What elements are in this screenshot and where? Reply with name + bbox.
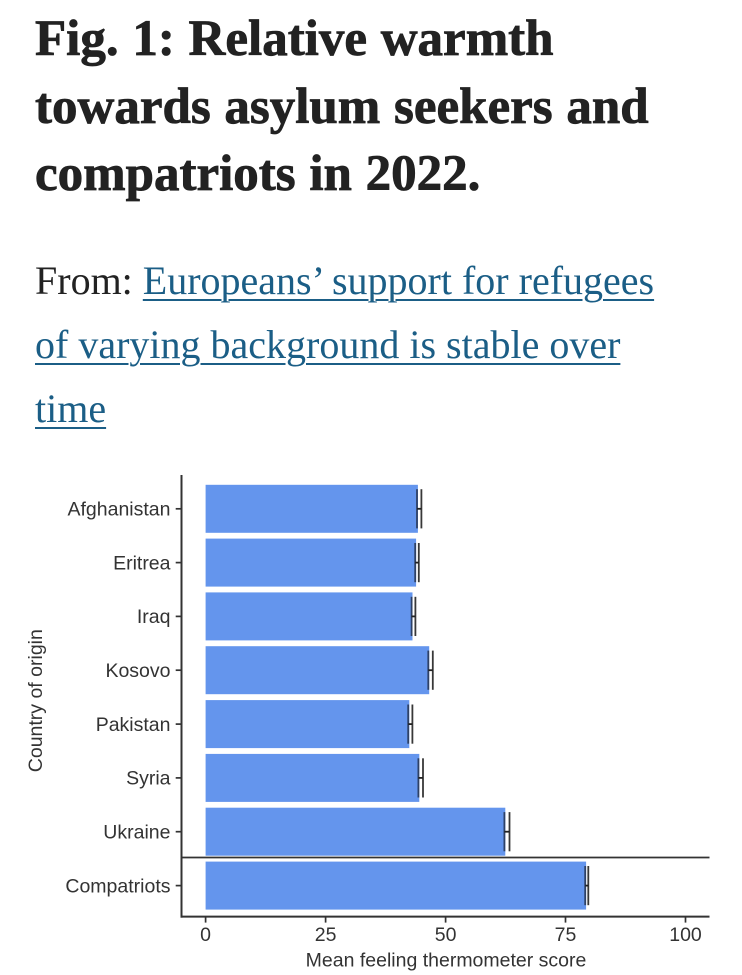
svg-text:Iraq: Iraq [137,606,171,628]
svg-text:100: 100 [669,924,702,946]
svg-text:Syria: Syria [126,768,171,790]
svg-text:Compatriots: Compatriots [65,875,170,897]
svg-text:50: 50 [435,924,457,946]
svg-text:Kosovo: Kosovo [105,660,170,682]
svg-text:Eritrea: Eritrea [113,552,171,574]
svg-text:Country of origin: Country of origin [25,629,47,772]
svg-text:Ukraine: Ukraine [103,822,170,844]
svg-text:0: 0 [200,924,211,946]
svg-text:Afghanistan: Afghanistan [68,499,171,521]
svg-text:75: 75 [555,924,577,946]
svg-text:Pakistan: Pakistan [96,714,171,736]
svg-text:25: 25 [315,924,337,946]
svg-text:Mean feeling thermometer score: Mean feeling thermometer score [306,950,587,972]
